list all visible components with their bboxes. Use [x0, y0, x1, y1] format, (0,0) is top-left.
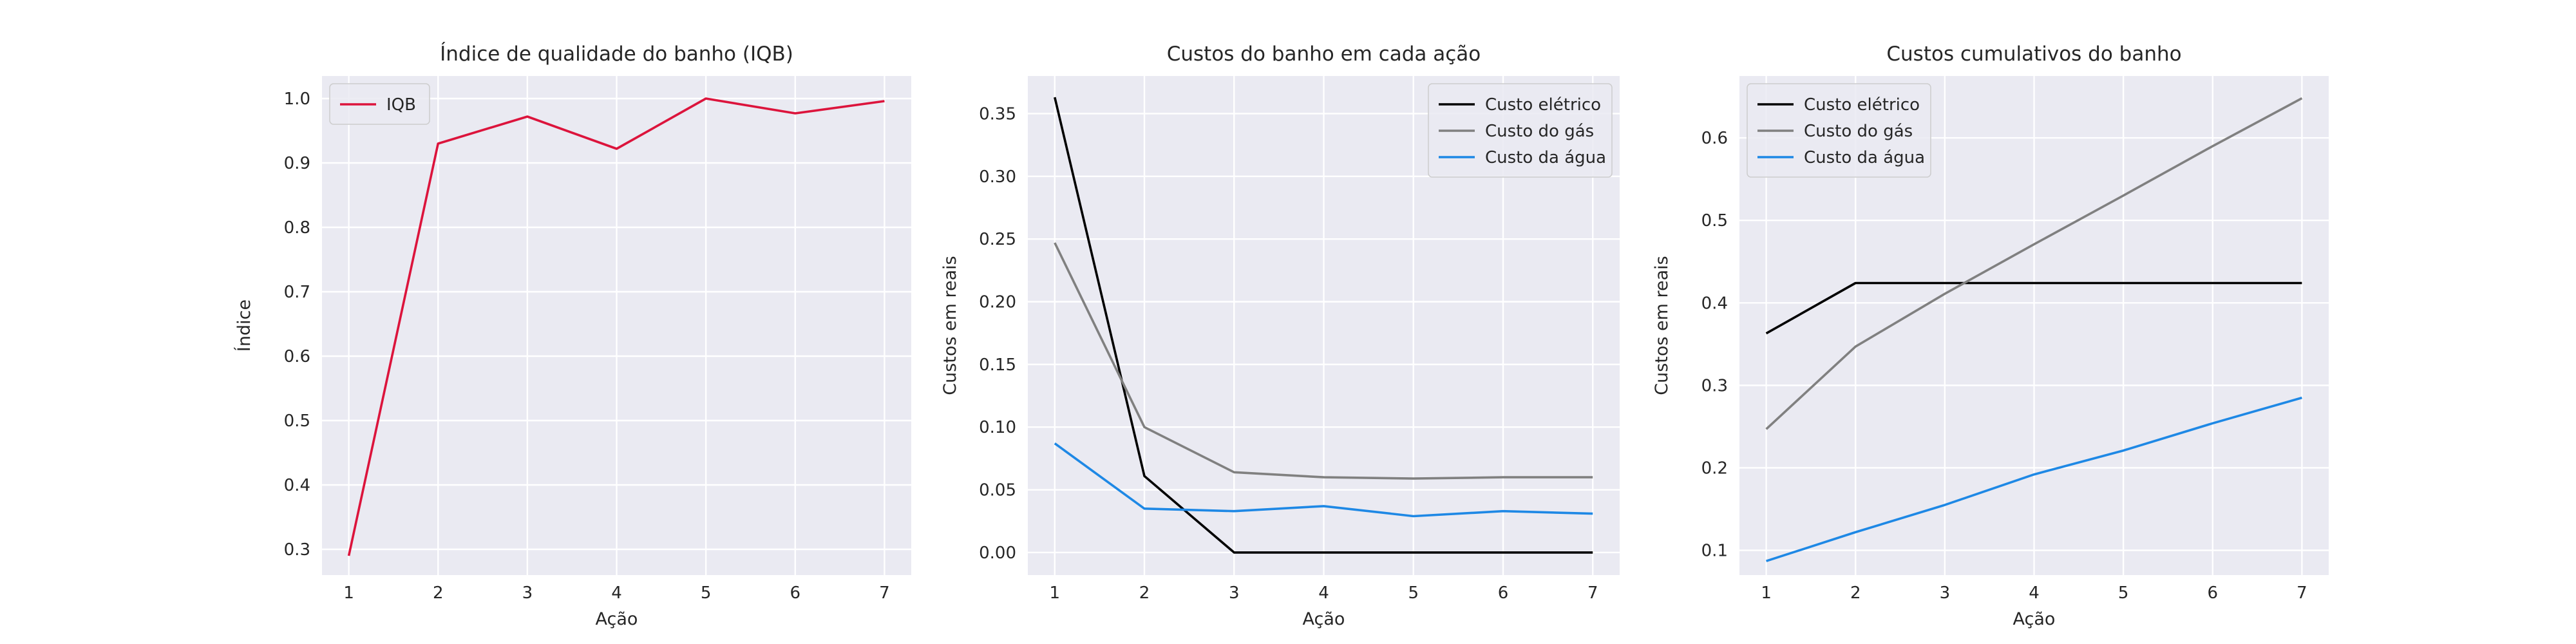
series-line: [1054, 442, 1593, 518]
series-line: [347, 97, 885, 556]
x-tick-label: 5: [701, 583, 712, 603]
legend-label: IQB: [386, 95, 416, 115]
legend-frame: [329, 83, 430, 125]
y-tick-label: 1.0: [284, 90, 310, 109]
y-tick-label: 0.8: [284, 218, 310, 238]
x-tick-label: 6: [790, 583, 800, 603]
x-tick-label: 2: [1850, 583, 1861, 603]
y-tick-label: 0.3: [1701, 376, 1728, 395]
legend: IQB: [329, 83, 430, 125]
legend-label: Custo elétrico: [1485, 95, 1601, 115]
x-tick-label: 6: [1498, 583, 1509, 603]
y-tick-label: 0.4: [284, 476, 310, 495]
y-axis-label: Índice: [234, 299, 254, 352]
x-tick-label: 7: [879, 583, 890, 603]
series-line: [1766, 396, 2302, 562]
x-tick-label: 4: [1318, 583, 1329, 603]
y-tick-label: 0.3: [284, 540, 310, 560]
y-tick-label: 0.20: [979, 293, 1016, 312]
legend-label: Custo do gás: [1485, 122, 1594, 141]
y-tick-label: 0.7: [284, 283, 310, 302]
x-tick-label: 7: [2297, 583, 2307, 603]
series-line: [1765, 281, 2302, 335]
legend: Custo elétrico Custo do gás Custo da água: [1747, 83, 1931, 178]
x-tick-label: 2: [1139, 583, 1150, 603]
x-tick-label: 6: [2207, 583, 2218, 603]
x-tick-label: 2: [433, 583, 444, 603]
y-tick-label: 0.1: [1701, 542, 1728, 561]
legend-label: Custo da água: [1804, 148, 1925, 167]
y-tick-label: 0.15: [979, 355, 1016, 375]
x-tick-label: 1: [1761, 583, 1772, 603]
x-tick-label: 3: [1940, 583, 1951, 603]
y-tick-label: 0.35: [979, 104, 1016, 124]
y-tick-label: 0.10: [979, 418, 1016, 437]
chart-title: Custos do banho em cada ação: [1167, 43, 1481, 66]
x-axis-label: Ação: [1303, 609, 1345, 629]
chart-panel-3: 1 2 3 4 5 6 7 0.1 0.2 0.3 0.4 0.5 0.6 Custos cumulati…: [1652, 43, 2329, 629]
chart-title: Custos cumulativos do banho: [1886, 43, 2181, 66]
x-tick-label: 4: [2029, 583, 2040, 603]
y-tick-label: 0.05: [979, 481, 1016, 500]
chart-panel-1: 1 2 3 4 5 6 7 0.3 0.4 0.5 0.6 0.7 0.8 0.9 1.0 Índice de…: [234, 43, 911, 629]
y-tick-label: 0.6: [284, 347, 310, 366]
x-tick-label: 1: [1049, 583, 1060, 603]
x-tick-label: 3: [1229, 583, 1240, 603]
series-line: [1054, 97, 1593, 554]
legend-frame: [1428, 83, 1613, 178]
legend-label: Custo do gás: [1804, 122, 1913, 141]
y-tick-label: 0.6: [1701, 129, 1728, 148]
legend: Custo elétrico Custo do gás Custo da água: [1428, 83, 1613, 178]
y-tick-label: 0.9: [284, 154, 310, 173]
legend-label: Custo elétrico: [1804, 95, 1920, 115]
y-axis-label: Custos em reais: [1652, 256, 1672, 395]
x-tick-label: 1: [343, 583, 354, 603]
y-tick-label: 0.2: [1701, 459, 1728, 478]
y-tick-label: 0.4: [1701, 294, 1728, 313]
y-tick-label: 0.00: [979, 544, 1016, 563]
y-tick-label: 0.5: [1701, 211, 1728, 231]
y-tick-label: 0.5: [284, 412, 310, 431]
chart-panel-2: 1 2 3 4 5 6 7 0.00 0.05 0.10 0.15 0.20 0.25 0.30 0.35 C…: [940, 43, 1620, 629]
chart-title: Índice de qualidade do banho (IQB): [440, 43, 793, 66]
y-tick-label: 0.30: [979, 167, 1016, 187]
x-tick-label: 3: [522, 583, 533, 603]
x-tick-label: 4: [611, 583, 622, 603]
x-axis-label: Ação: [2013, 609, 2056, 629]
legend-label: Custo da água: [1485, 148, 1606, 167]
x-tick-label: 5: [2118, 583, 2129, 603]
series-line: [1054, 242, 1593, 480]
x-tick-label: 5: [1408, 583, 1419, 603]
x-tick-label: 7: [1587, 583, 1598, 603]
y-tick-label: 0.25: [979, 230, 1016, 249]
x-axis-label: Ação: [596, 609, 638, 629]
y-axis-label: Custos em reais: [940, 256, 960, 395]
legend-frame: [1747, 83, 1931, 178]
series-line: [1765, 97, 2303, 430]
